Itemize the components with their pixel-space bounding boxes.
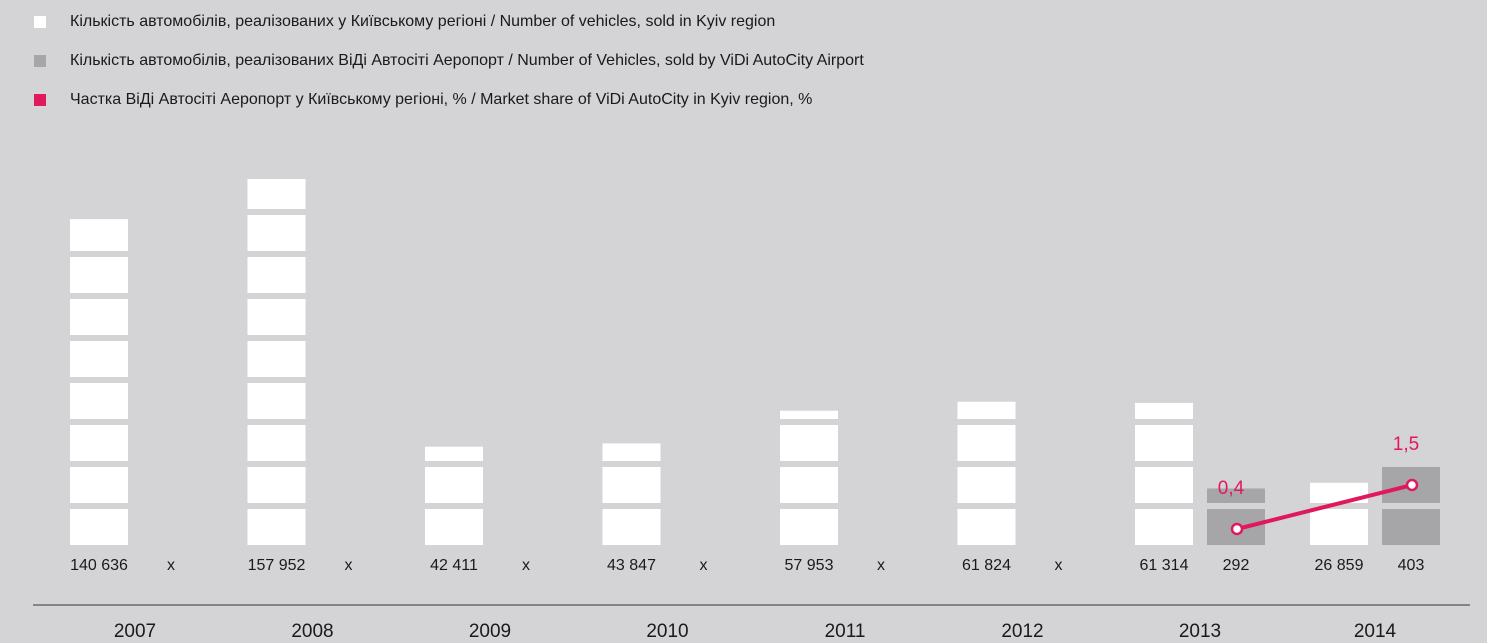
value-label: 26 859 [1315, 557, 1364, 574]
bar [1310, 482, 1368, 545]
share-label: 1,5 [1393, 434, 1419, 455]
x-tick-label: 2012 [1001, 621, 1043, 642]
share-point [1230, 522, 1244, 536]
value-label: x [1055, 557, 1063, 574]
value-label: 61 824 [962, 557, 1011, 574]
bar [780, 410, 838, 545]
x-tick-label: 2014 [1354, 621, 1397, 642]
x-tick-label: 2007 [114, 621, 156, 642]
x-tick-label: 2008 [291, 621, 333, 642]
share-line [1236, 483, 1413, 531]
value-label: x [877, 557, 885, 574]
x-tick-label: 2010 [646, 621, 688, 642]
bar [1382, 467, 1440, 545]
value-label: 57 953 [785, 557, 834, 574]
bar [602, 443, 661, 545]
legend-label: Частка ВіДі Автосіті Аеропорт у Київсько… [70, 91, 812, 108]
value-label: x [522, 557, 530, 574]
bar [70, 219, 128, 545]
bar [1207, 488, 1265, 545]
value-label: x [345, 557, 353, 574]
legend-swatch [34, 55, 46, 67]
legend-swatch [34, 16, 46, 28]
legend-swatch [34, 94, 46, 106]
legend-label: Кількість автомобілів, реалізованих у Ки… [70, 13, 775, 30]
value-label: 61 314 [1140, 557, 1189, 574]
value-label: 403 [1398, 557, 1425, 574]
bar [1135, 402, 1193, 545]
x-tick-label: 2013 [1179, 621, 1221, 642]
value-label: 292 [1223, 557, 1250, 574]
legend-label: Кількість автомобілів, реалізованих ВіДі… [70, 52, 864, 69]
bar [957, 401, 1016, 545]
value-label: 42 411 [430, 557, 478, 574]
value-label: 43 847 [607, 557, 656, 574]
value-label: x [700, 557, 708, 574]
share-point [1405, 478, 1419, 492]
x-tick-label: 2009 [469, 621, 511, 642]
share-label: 0,4 [1218, 478, 1245, 499]
value-label: 140 636 [70, 557, 128, 574]
x-tick-label: 2011 [825, 621, 866, 642]
value-label: 157 952 [248, 557, 306, 574]
bar [247, 179, 306, 545]
value-label: x [167, 557, 175, 574]
bar [425, 446, 483, 545]
